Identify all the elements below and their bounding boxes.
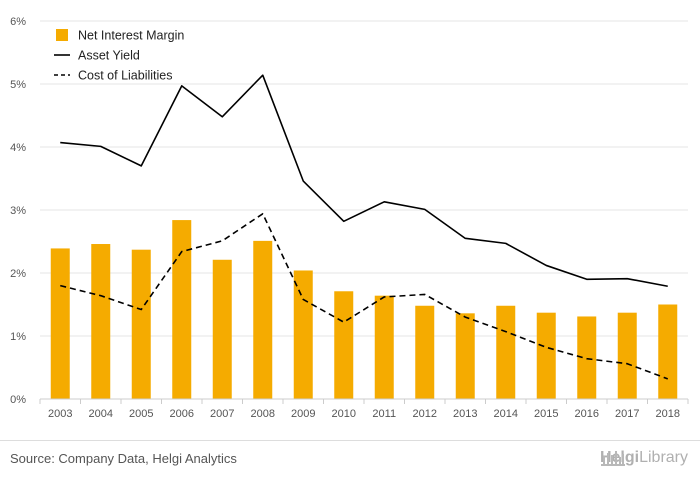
bar-net-interest-margin[interactable] — [293, 270, 313, 399]
x-tick-label: 2011 — [372, 408, 396, 420]
bar-net-interest-margin[interactable] — [536, 312, 556, 399]
bar-net-interest-margin[interactable] — [212, 259, 232, 399]
legend-label: Asset Yield — [78, 49, 140, 63]
bar-net-interest-margin[interactable] — [131, 249, 151, 399]
bar-net-interest-margin[interactable] — [415, 305, 435, 399]
bar-net-interest-margin[interactable] — [50, 248, 70, 399]
x-tick-label: 2012 — [413, 408, 437, 420]
y-tick-label: 2% — [10, 268, 26, 280]
bar-net-interest-margin[interactable] — [577, 316, 597, 399]
x-tick-label: 2009 — [291, 408, 315, 420]
x-tick-label: 2017 — [615, 408, 639, 420]
x-tick-label: 2016 — [575, 408, 599, 420]
bar-net-interest-margin[interactable] — [334, 291, 354, 399]
lines — [60, 74, 669, 380]
bar-net-interest-margin[interactable] — [172, 220, 192, 399]
bar-net-interest-margin[interactable] — [496, 305, 516, 399]
y-tick-label: 6% — [10, 16, 26, 28]
library-building-icon — [600, 451, 625, 466]
axes: 0% 1% 2% 3% 4% 5% 6% 2003 2004 2005 2006 2007 2008 20… — [10, 16, 689, 420]
source-note: Source: Company Data, Helgi Analytics — [10, 451, 237, 466]
x-tick-label: 2005 — [129, 408, 153, 420]
bar-net-interest-margin[interactable] — [91, 244, 111, 399]
line-cost-of-liabilities[interactable] — [60, 212, 669, 380]
y-tick-label: 3% — [10, 205, 26, 217]
x-tick-label: 2006 — [170, 408, 194, 420]
legend-label: Cost of Liabilities — [78, 69, 173, 83]
x-tick-label: 2014 — [494, 408, 518, 420]
x-tick-label: 2008 — [251, 408, 275, 420]
brand-logo[interactable]: HelgiLibrary — [600, 449, 688, 467]
combo-chart: 0% 1% 2% 3% 4% 5% 6% 2003 2004 2005 2006 2007 2008 20… — [10, 16, 689, 420]
y-tick-label: 4% — [10, 142, 26, 154]
x-tick-label: 2015 — [534, 408, 558, 420]
x-tick-label: 2013 — [453, 408, 477, 420]
bar-net-interest-margin[interactable] — [374, 295, 394, 399]
bars — [50, 220, 678, 400]
y-tick-label: 0% — [10, 394, 26, 406]
bar-net-interest-margin[interactable] — [658, 304, 678, 400]
bar-net-interest-margin[interactable] — [455, 313, 475, 399]
footer-divider — [0, 440, 700, 441]
x-tick-label: 2010 — [332, 408, 356, 420]
brand-name-library: Library — [639, 449, 688, 466]
legend-swatch-bar — [56, 29, 68, 41]
line-asset-yield[interactable] — [60, 74, 668, 288]
legend: Net Interest Margin Asset Yield Cost of Li… — [54, 29, 184, 83]
legend-label: Net Interest Margin — [78, 29, 184, 43]
bar-net-interest-margin[interactable] — [253, 240, 273, 399]
y-tick-label: 5% — [10, 79, 26, 91]
x-tick-label: 2004 — [89, 408, 113, 420]
x-tick-label: 2003 — [48, 408, 72, 420]
y-tick-label: 1% — [10, 331, 26, 343]
x-tick-label: 2007 — [210, 408, 234, 420]
bar-net-interest-margin[interactable] — [617, 312, 637, 399]
x-tick-label: 2018 — [656, 408, 680, 420]
